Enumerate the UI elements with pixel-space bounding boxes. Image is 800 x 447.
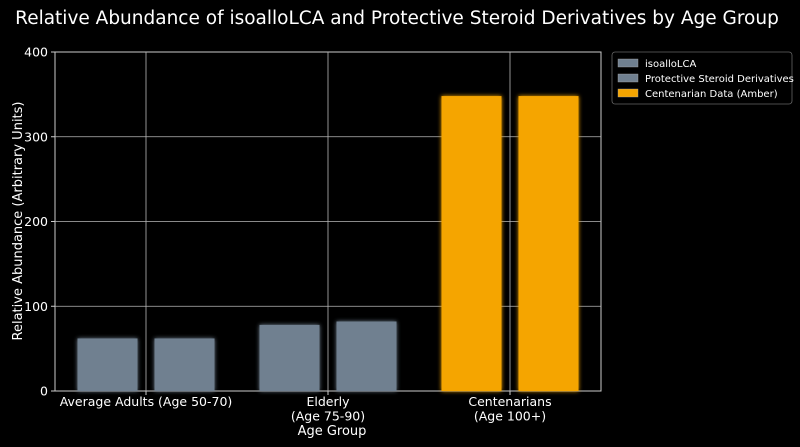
y-tick-label: 300 xyxy=(24,129,48,144)
legend-box xyxy=(611,51,793,105)
y-tick-label: 0 xyxy=(40,384,48,399)
legend-swatch-isoallolca xyxy=(617,58,639,68)
legend: isoalloLCA Protective Steroid Derivative… xyxy=(611,51,794,105)
chart-title: Relative Abundance of isoalloLCA and Pro… xyxy=(15,8,779,29)
legend-swatch-protective-steroid-derivatives xyxy=(617,73,639,83)
y-tick-label: 100 xyxy=(24,299,48,314)
grid xyxy=(55,52,601,391)
bar-protective-steroid-derivatives-0 xyxy=(154,338,215,391)
legend-label-centenarian-data: Centenarian Data (Amber) xyxy=(645,89,778,100)
x-tick-label: Elderly (Age 75-90) xyxy=(291,394,365,424)
x-axis-ticks: Average Adults (Age 50-70) Elderly (Age 75… xyxy=(60,391,552,424)
legend-label-protective-steroid-derivatives: Protective Steroid Derivatives xyxy=(645,74,794,85)
y-tick-label: 400 xyxy=(24,45,48,60)
x-tick-label: Average Adults (Age 50-70) xyxy=(60,394,233,409)
y-axis-title: Relative Abundance (Arbitrary Units) xyxy=(11,102,26,341)
x-tick-label: Centenarians (Age 100+) xyxy=(468,394,551,424)
bar-protective-steroid-derivatives-1 xyxy=(336,321,397,391)
bar-isoallolca-1 xyxy=(259,324,320,391)
bars xyxy=(77,96,579,391)
legend-label-isoallolca: isoalloLCA xyxy=(645,59,696,70)
y-tick-label: 200 xyxy=(24,214,48,229)
legend-swatch-centenarian-data xyxy=(617,88,639,98)
bar-isoallolca-2 xyxy=(441,96,502,391)
y-axis-ticks: 0 100 200 300 400 xyxy=(24,45,55,399)
bar-protective-steroid-derivatives-2 xyxy=(518,96,579,391)
bar-isoallolca-0 xyxy=(77,338,138,391)
x-axis-title: Age Group xyxy=(298,424,367,439)
